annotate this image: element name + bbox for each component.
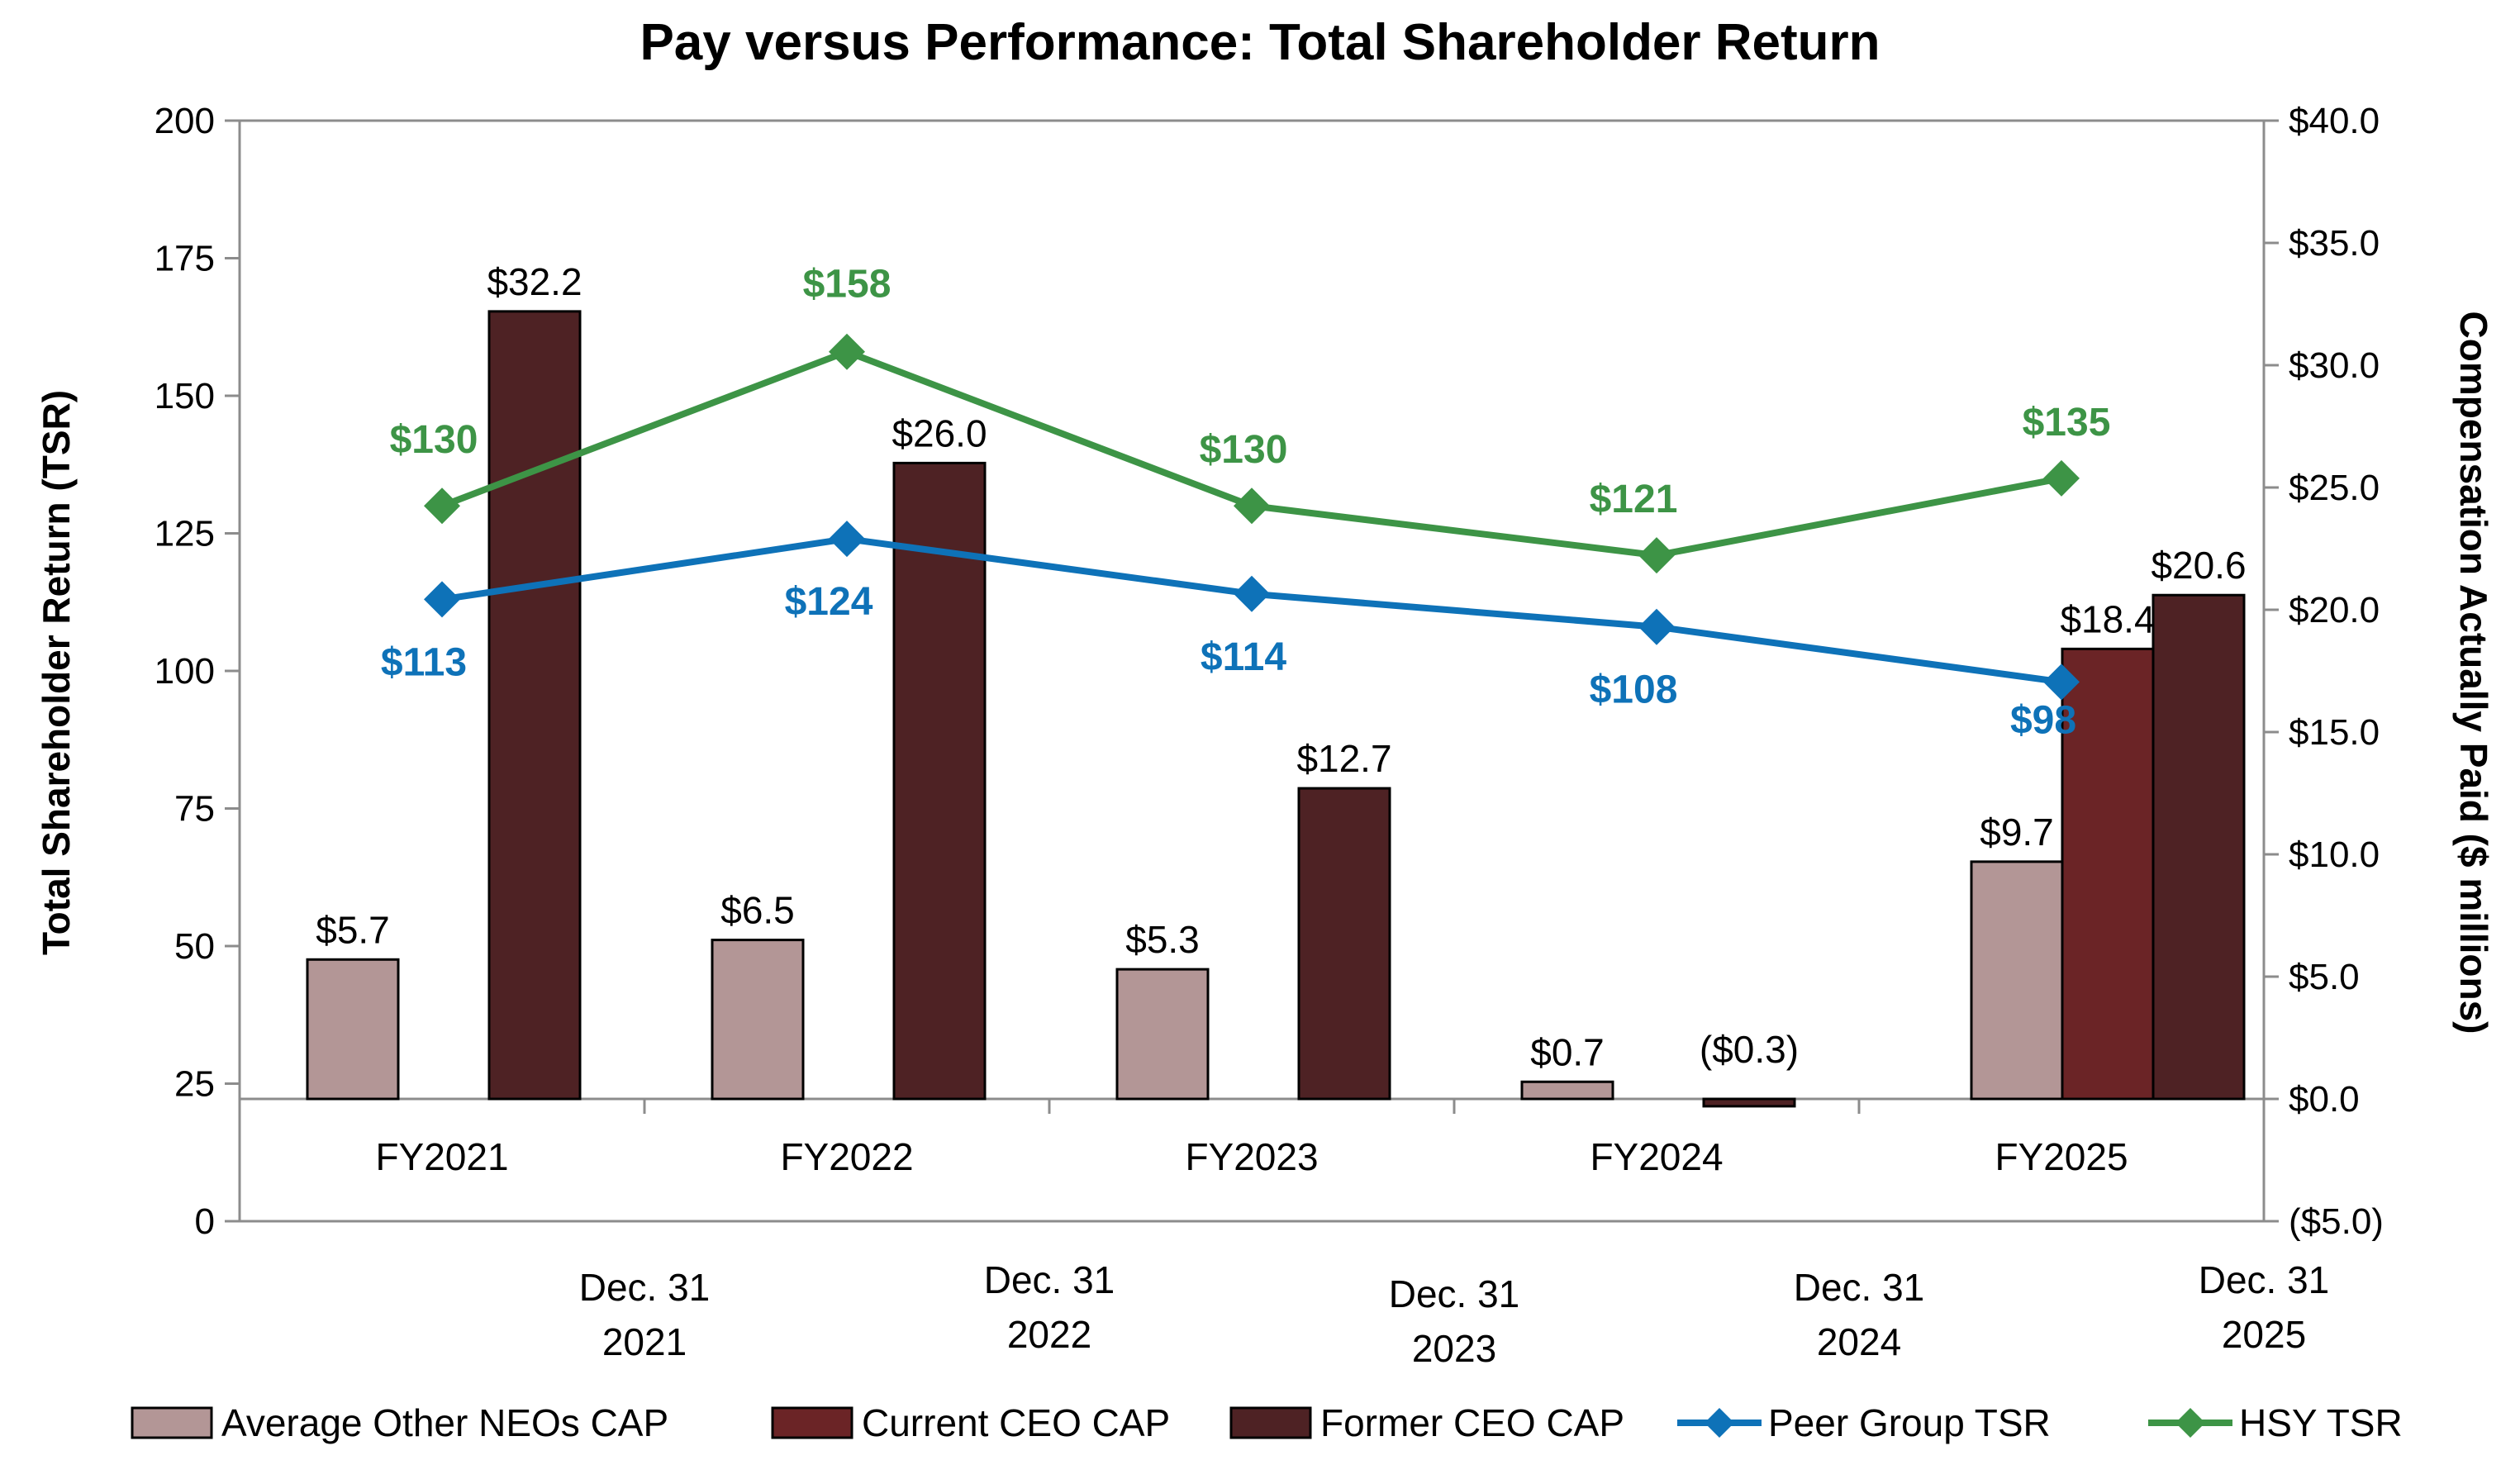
legend-swatch	[771, 1406, 853, 1439]
right-tick-label: ($5.0)	[2289, 1201, 2384, 1242]
legend: Average Other NEOs CAP Current CEO CAP For…	[131, 1401, 2403, 1444]
series-point	[1638, 537, 1675, 574]
bar-value-label: $0.7	[1530, 1030, 1605, 1073]
legend-label: Peer Group TSR	[1768, 1401, 2051, 1444]
category-label: FY2022	[780, 1135, 913, 1178]
left-tick-label: 175	[155, 239, 215, 279]
right-tick-label: $0.0	[2289, 1079, 2360, 1120]
category-label: FY2021	[375, 1135, 508, 1178]
right-tick-label: $40.0	[2289, 101, 2380, 141]
series-point	[829, 521, 865, 558]
right-tick-label: $15.0	[2289, 712, 2380, 753]
left-tick-label: 100	[155, 651, 215, 692]
right-tick-label: $30.0	[2289, 345, 2380, 386]
date-label: 2024	[1817, 1320, 1901, 1363]
chart-title: Pay versus Performance: Total Shareholde…	[640, 14, 1880, 71]
legend-marker	[1705, 1408, 1734, 1438]
bar	[1115, 968, 1210, 1101]
legend-label: Former CEO CAP	[1320, 1401, 1624, 1444]
point-value-label: $113	[381, 640, 467, 684]
plot-area: 0 25 50 75 100 125 150 175 200 ($5.0) $0.0 $5.0 $10.…	[155, 101, 2384, 1370]
left-tick-label: 75	[174, 789, 215, 830]
bar-value-label: $5.3	[1125, 918, 1200, 961]
date-label: 2022	[1007, 1313, 1091, 1356]
legend-swatch	[131, 1406, 213, 1439]
bar	[1970, 860, 2064, 1101]
series-point	[2043, 459, 2080, 497]
left-tick-label: 150	[155, 376, 215, 416]
right-tick-label: $25.0	[2289, 468, 2380, 508]
series-point	[2043, 663, 2080, 701]
bar-value-label: $6.5	[720, 889, 795, 932]
date-label: Dec. 31	[1389, 1272, 1520, 1315]
date-label: 2023	[1412, 1327, 1496, 1370]
point-value-label: $158	[803, 263, 892, 307]
right-tick-label: $20.0	[2289, 590, 2380, 630]
series-point	[1234, 487, 1270, 525]
bar-value-label: $32.2	[487, 260, 582, 303]
point-value-label: $135	[2023, 401, 2111, 445]
bar-value-label: $9.7	[1980, 811, 2054, 854]
bar	[711, 939, 805, 1101]
point-value-label: $108	[1590, 668, 1678, 712]
legend-label: Current CEO CAP	[862, 1401, 1170, 1444]
point-value-label: $98	[2010, 698, 2076, 742]
bar-value-label: $26.0	[892, 411, 987, 454]
left-axis-title: Total Shareholder Return (TSR)	[35, 390, 78, 955]
series-point	[1234, 575, 1270, 612]
category-label: FY2025	[1995, 1135, 2128, 1178]
point-value-label: $124	[785, 580, 873, 624]
series-point	[829, 333, 865, 370]
bar	[1297, 787, 1391, 1101]
legend-marker	[2175, 1408, 2205, 1438]
right-tick-label: $10.0	[2289, 835, 2380, 875]
bar-value-label: ($0.3)	[1700, 1028, 1799, 1071]
bar	[1702, 1097, 1796, 1108]
right-axis-title: Compensation Actually Paid ($ millions)	[2452, 311, 2495, 1034]
left-tick-label: 125	[155, 514, 215, 554]
left-tick-label: 200	[155, 101, 215, 141]
left-tick-label: 50	[174, 926, 215, 967]
series-point	[424, 581, 460, 618]
right-tick-label: $5.0	[2289, 957, 2360, 997]
bar-value-label: $5.7	[316, 908, 390, 951]
point-value-label: $121	[1590, 478, 1678, 521]
series-point	[1638, 608, 1675, 645]
date-label: Dec. 31	[2199, 1258, 2330, 1301]
legend-label: HSY TSR	[2239, 1401, 2403, 1444]
point-value-label: $114	[1201, 635, 1286, 679]
bar-value-label: $12.7	[1296, 737, 1391, 780]
bar	[2061, 647, 2155, 1101]
category-label: FY2023	[1185, 1135, 1318, 1178]
bar	[2152, 593, 2246, 1101]
date-label: Dec. 31	[984, 1258, 1115, 1301]
bar-value-label: $18.4	[2060, 597, 2155, 640]
series-point	[424, 487, 460, 525]
date-label: 2025	[2222, 1313, 2306, 1356]
bar	[892, 461, 987, 1101]
point-value-label: $130	[1200, 428, 1288, 472]
date-label: Dec. 31	[579, 1266, 711, 1309]
legend-label: Average Other NEOs CAP	[221, 1401, 668, 1444]
date-label: Dec. 31	[1794, 1266, 1925, 1309]
left-tick-label: 0	[195, 1201, 215, 1242]
left-tick-label: 25	[174, 1064, 215, 1105]
right-tick-label: $35.0	[2289, 223, 2380, 264]
legend-swatch	[1229, 1406, 1312, 1439]
point-value-label: $130	[390, 418, 478, 462]
bar	[487, 310, 582, 1101]
date-label: 2021	[602, 1320, 687, 1363]
category-label: FY2024	[1590, 1135, 1723, 1178]
bar-value-label: $20.6	[2151, 544, 2246, 587]
bar	[306, 958, 400, 1101]
bar	[1520, 1080, 1614, 1101]
